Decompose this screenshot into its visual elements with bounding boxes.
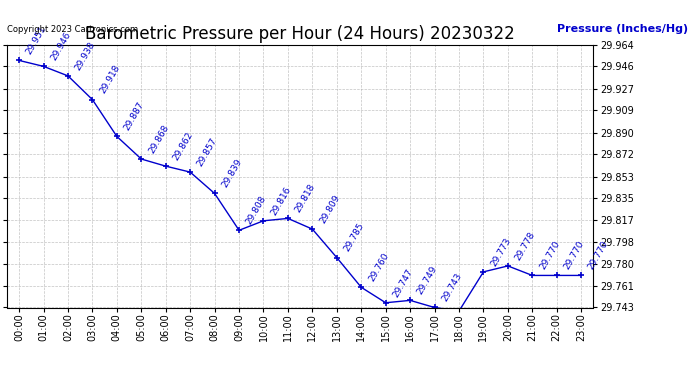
Text: 29.857: 29.857 [196,136,219,168]
Text: 29.946: 29.946 [49,30,72,62]
Text: 29.743: 29.743 [440,272,464,303]
Text: 29.818: 29.818 [293,183,317,214]
Text: 29.778: 29.778 [513,230,537,262]
Text: 29.938: 29.938 [74,40,97,72]
Text: Pressure (Inches/Hg): Pressure (Inches/Hg) [558,24,689,34]
Text: 29.770: 29.770 [538,240,562,271]
Text: 29.951: 29.951 [25,24,48,56]
Text: 29.808: 29.808 [245,194,268,226]
Text: 29.918: 29.918 [98,64,121,96]
Text: 29.809: 29.809 [318,193,342,225]
Text: 29.887: 29.887 [122,100,146,132]
Text: 29.868: 29.868 [147,123,170,155]
Text: 29.770: 29.770 [586,240,610,271]
Text: 29.770: 29.770 [562,240,586,271]
Text: 29.747: 29.747 [391,267,415,298]
Text: 29.785: 29.785 [342,222,366,254]
Text: 29.862: 29.862 [171,130,195,162]
Text: 29.760: 29.760 [367,251,391,283]
Text: 29.749: 29.749 [415,264,439,296]
Text: 29.740: 29.740 [0,374,1,375]
Text: 29.773: 29.773 [489,236,513,268]
Text: 29.816: 29.816 [269,185,293,217]
Text: 29.839: 29.839 [220,158,244,189]
Text: Copyright 2023 Cartronics.com: Copyright 2023 Cartronics.com [7,25,138,34]
Title: Barometric Pressure per Hour (24 Hours) 20230322: Barometric Pressure per Hour (24 Hours) … [86,26,515,44]
